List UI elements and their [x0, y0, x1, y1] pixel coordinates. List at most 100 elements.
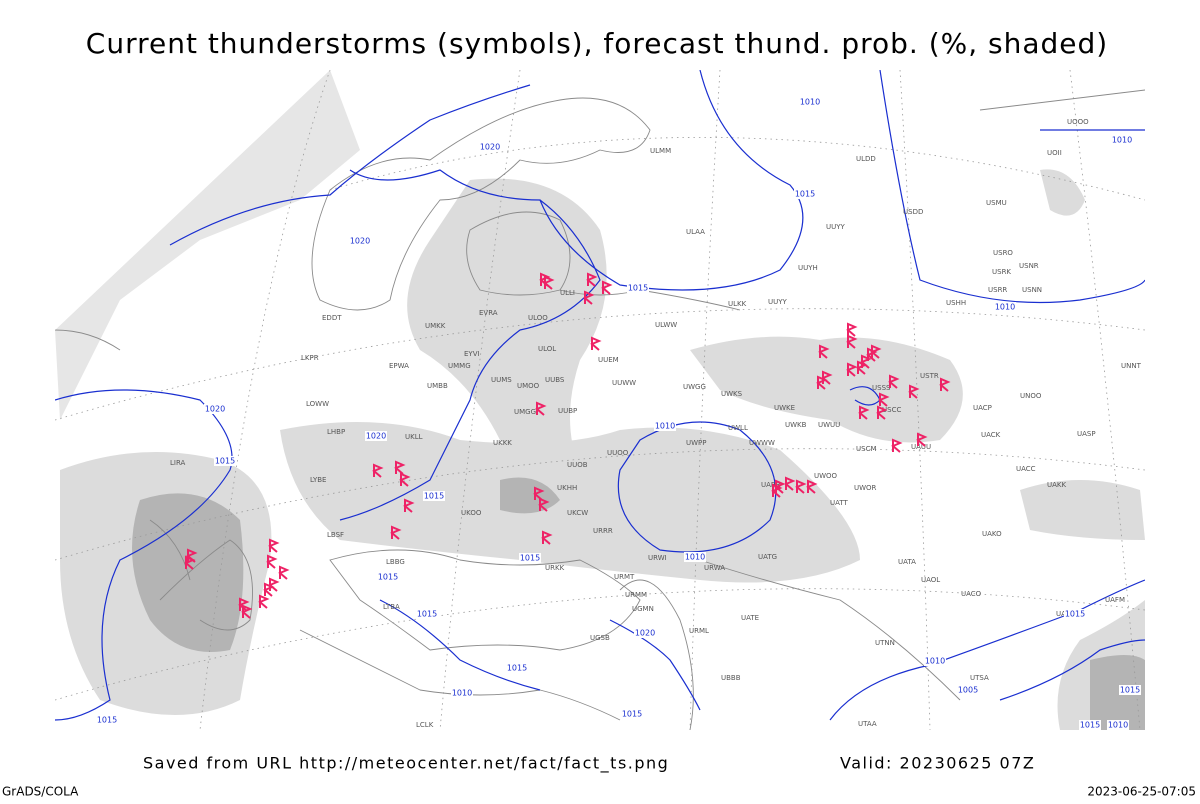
- isobar-label-bg: [1064, 609, 1086, 619]
- station-label: UKKK: [493, 439, 512, 447]
- station-label: UKHH: [557, 484, 577, 492]
- station-label: ULLI: [560, 289, 575, 297]
- station-label: EYVI: [464, 350, 480, 358]
- station-label: UWGG: [683, 383, 706, 391]
- isobar-label-bg: [1107, 720, 1129, 730]
- thunderstorm-symbol: [860, 354, 872, 369]
- isobar-label-bg: [654, 421, 676, 431]
- station-label: LTBA: [383, 603, 400, 611]
- station-label: EVRA: [479, 309, 498, 317]
- isobar-label: 1015: [417, 610, 437, 619]
- station-label: UUEM: [598, 356, 619, 364]
- station-label: USHH: [946, 299, 966, 307]
- thunderstorm-symbol: [916, 432, 928, 447]
- station-label: USRK: [992, 268, 1011, 276]
- isobar-label: 1010: [1108, 721, 1128, 730]
- thunderstorm-symbol: [939, 377, 951, 392]
- source-url: Saved from URL http://meteocenter.net/fa…: [143, 754, 669, 774]
- station-label: LYBE: [310, 476, 326, 484]
- station-label: USMU: [986, 199, 1007, 207]
- isobar-label-bg: [204, 404, 226, 414]
- station-label: UWWW: [749, 439, 775, 447]
- thunderstorm-symbol: [263, 582, 275, 597]
- thunderstorm-symbol: [888, 374, 900, 389]
- thunderstorm-symbol: [583, 290, 595, 305]
- station-label: UUMS: [491, 376, 512, 384]
- station-label: UMMG: [448, 362, 471, 370]
- valid-time: Valid: 20230625 07Z: [840, 754, 1035, 773]
- station-label: UASP: [1077, 430, 1096, 438]
- station-label: UUYY: [826, 223, 846, 231]
- thunderstorm-symbol: [590, 336, 602, 351]
- station-label: USTR: [920, 372, 939, 380]
- isobar-label-bg: [214, 456, 236, 466]
- isobar-label-bg: [479, 142, 501, 152]
- isobar-label: 1015: [97, 716, 117, 725]
- isobar-label: 1015: [628, 284, 648, 293]
- thunderstorm-symbol: [586, 272, 598, 287]
- isobar-label-bg: [924, 656, 946, 666]
- thunderstorm-symbol: [258, 594, 270, 609]
- isobar-label: 1010: [925, 657, 945, 666]
- station-label: USRO: [993, 249, 1013, 257]
- station-label: UTAA: [858, 720, 877, 728]
- timestamp: 2023-06-25-07:05: [1087, 785, 1196, 799]
- station-label: UOII: [1047, 149, 1062, 157]
- station-label: URML: [689, 627, 709, 635]
- isobars: [55, 70, 1145, 721]
- thunderstorm-symbol: [268, 538, 280, 553]
- station-label: URRR: [593, 527, 613, 535]
- station-label: EDDT: [322, 314, 342, 322]
- thunderstorm-symbol: [372, 463, 384, 478]
- station-label: ULMM: [650, 147, 671, 155]
- thunderstorm-symbol: [266, 554, 278, 569]
- station-label: UAKK: [1047, 481, 1067, 489]
- station-label: USCM: [856, 445, 877, 453]
- isobar-label: 1020: [635, 629, 655, 638]
- isobar-label: 1015: [795, 190, 815, 199]
- isobar-label: 1020: [366, 432, 386, 441]
- isobar-label-bg: [627, 283, 649, 293]
- isobar-label-bg: [1111, 135, 1133, 145]
- station-label: ULWW: [655, 321, 677, 329]
- thunderstorm-symbol: [390, 525, 402, 540]
- station-label: UKCW: [567, 509, 588, 517]
- station-label: UATT: [830, 499, 849, 507]
- station-label: UTSA: [970, 674, 989, 682]
- station-label: UWKE: [774, 404, 795, 412]
- isobar-labels: 1010 1020 1010 1015 1020 1015 1010 1020 1020 1010…: [96, 97, 1141, 730]
- station-label: ULAA: [686, 228, 705, 236]
- station-label: LBBG: [386, 558, 405, 566]
- station-label: LHBP: [327, 428, 345, 436]
- thunderstorm-symbol: [846, 334, 858, 349]
- station-label: UWOR: [854, 484, 877, 492]
- station-label: UMOO: [517, 382, 540, 390]
- isobar-label: 1010: [995, 303, 1015, 312]
- isobar-label-bg: [799, 97, 821, 107]
- station-label: UKLL: [405, 433, 423, 441]
- thunderstorm-symbol: [795, 479, 807, 494]
- thunderstorm-symbol: [858, 405, 870, 420]
- station-label: UATE: [741, 614, 759, 622]
- station-label: UGMN: [632, 605, 654, 613]
- station-label: UGSB: [590, 634, 610, 642]
- isobar-label-bg: [506, 663, 528, 673]
- station-label: UACC: [1016, 465, 1036, 473]
- station-label: USDD: [903, 208, 923, 216]
- thunderstorm-symbol: [538, 497, 550, 512]
- isobar-label: 1010: [1112, 136, 1132, 145]
- station-label: UAFM: [1105, 596, 1125, 604]
- isobar-label-bg: [634, 628, 656, 638]
- station-label: UOOO: [1067, 118, 1089, 126]
- thunderstorm-symbol: [543, 275, 555, 290]
- thunderstorm-symbol: [784, 476, 796, 491]
- station-label: UACO: [961, 590, 982, 598]
- graticule: [55, 70, 1145, 730]
- isobar-label: 1010: [800, 98, 820, 107]
- isobar-label-bg: [1119, 685, 1141, 695]
- thunderstorm-symbol: [403, 498, 415, 513]
- thunderstorm-symbol: [394, 460, 406, 475]
- isobar-label: 1015: [1120, 686, 1140, 695]
- station-label: USNN: [1022, 286, 1042, 294]
